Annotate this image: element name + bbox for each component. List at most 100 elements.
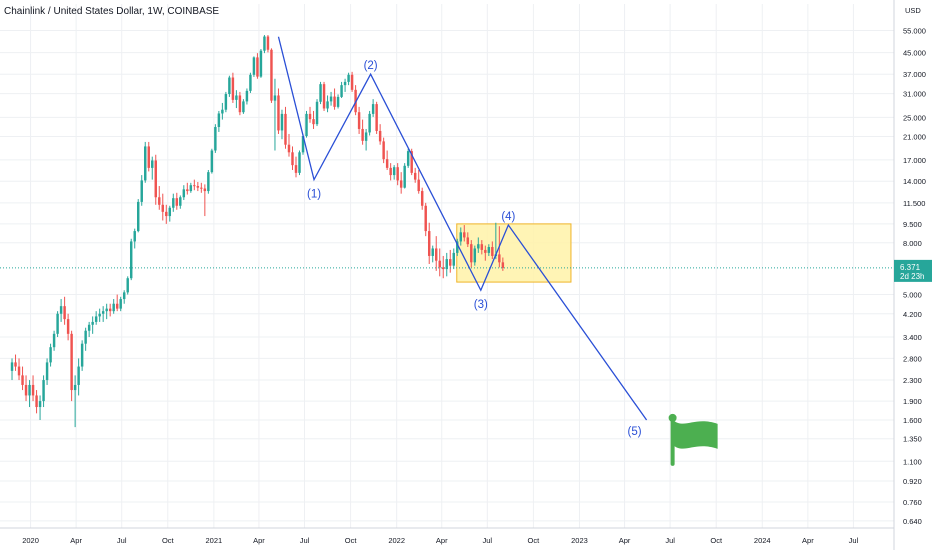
candle-body	[277, 95, 280, 131]
candle-body	[410, 151, 413, 173]
candle	[105, 303, 108, 320]
candle-body	[336, 96, 340, 107]
candle-body	[84, 330, 87, 344]
candle-body	[312, 119, 315, 125]
candle	[94, 311, 98, 325]
candle-body	[228, 77, 231, 95]
candle-body	[438, 260, 441, 268]
candle	[144, 141, 147, 183]
candle	[182, 185, 186, 201]
candle	[270, 48, 273, 103]
candle-body	[477, 244, 480, 249]
candle	[294, 156, 298, 178]
candle	[196, 181, 200, 192]
candle	[298, 150, 301, 176]
candle	[10, 358, 14, 381]
candle-body	[168, 207, 172, 217]
candle-body	[24, 384, 28, 396]
candle-body	[343, 81, 347, 86]
candle-body	[158, 197, 161, 205]
candle	[35, 390, 38, 414]
last-price-value: 6.371	[900, 263, 921, 272]
candle	[273, 78, 277, 151]
candle	[91, 316, 94, 334]
candle	[66, 313, 70, 341]
candle-body	[333, 96, 336, 107]
candle-body	[35, 395, 38, 408]
candle	[501, 257, 505, 271]
candle	[193, 179, 196, 191]
candle	[228, 75, 231, 97]
y-tick-label: 31.000	[903, 90, 926, 99]
candle	[417, 169, 420, 194]
candle	[179, 195, 182, 209]
currency-label: USD	[905, 6, 921, 15]
x-tick-label: Oct	[528, 536, 541, 545]
candle-body	[28, 384, 31, 396]
candle-body	[196, 186, 200, 188]
price-axis: 55.000 45.000 37.000 31.000 25.000 21.000 17.0…	[893, 0, 932, 550]
candle-body	[357, 112, 361, 129]
candle	[456, 238, 459, 256]
candle-body	[501, 262, 505, 268]
candle-body	[108, 308, 112, 312]
candle-body	[371, 104, 375, 114]
x-tick-label: 2024	[754, 536, 771, 545]
candle-body	[445, 259, 448, 270]
wave-label: (4)	[501, 211, 515, 223]
candle	[115, 294, 119, 312]
candle	[189, 182, 193, 193]
candle-body	[403, 165, 406, 188]
candle	[350, 71, 354, 92]
candle	[38, 395, 42, 421]
candle-body	[449, 259, 452, 266]
candle-body	[165, 211, 168, 217]
candle	[424, 202, 427, 237]
candle	[238, 91, 242, 116]
y-tick-label: 21.000	[903, 133, 926, 142]
x-tick-label: Apr	[619, 536, 631, 545]
candle-body	[484, 249, 487, 253]
candle-body	[172, 198, 175, 208]
x-tick-label: Apr	[802, 536, 814, 545]
candle	[158, 186, 161, 210]
candle-body	[238, 95, 242, 113]
candle-body	[329, 96, 333, 102]
candle-body	[263, 36, 266, 51]
candle	[133, 228, 136, 249]
candle-body	[235, 95, 238, 100]
candle	[368, 110, 371, 136]
candle	[17, 358, 21, 381]
candle-body	[431, 248, 434, 256]
x-tick-label: Jul	[483, 536, 493, 545]
candle	[347, 72, 350, 86]
candle-body	[207, 172, 210, 192]
candle	[140, 175, 143, 206]
candle-body	[231, 77, 235, 100]
target-flag-icon	[668, 413, 718, 466]
candle	[73, 375, 77, 428]
candle-body	[45, 362, 49, 381]
candle-body	[242, 101, 245, 113]
candle	[108, 303, 112, 317]
candle	[31, 375, 35, 402]
x-tick-label: Oct	[345, 536, 358, 545]
candle-body	[94, 316, 98, 322]
candle	[410, 148, 413, 176]
candle	[186, 182, 189, 195]
candle-body	[392, 167, 396, 176]
candle	[392, 165, 396, 180]
candle-body	[80, 343, 84, 367]
candle	[487, 244, 491, 256]
candle	[333, 88, 336, 110]
candle	[214, 124, 217, 153]
candle	[70, 330, 73, 402]
candle	[147, 141, 150, 172]
flag-cloth	[672, 419, 718, 449]
candle	[445, 252, 448, 277]
candle	[45, 358, 49, 385]
candle-body	[119, 299, 122, 309]
candle	[322, 81, 326, 111]
